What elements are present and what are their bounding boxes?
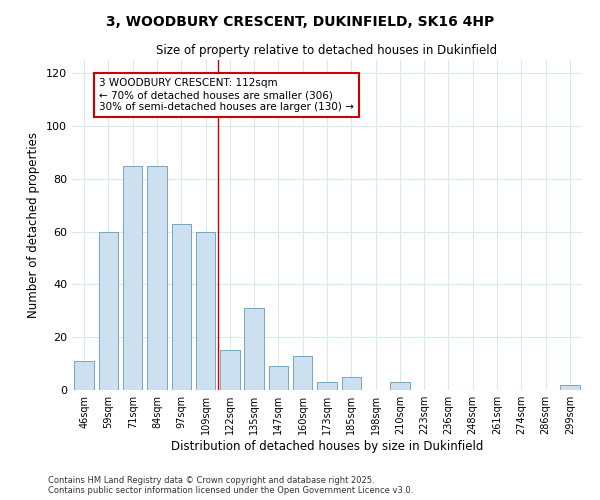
Text: Contains HM Land Registry data © Crown copyright and database right 2025.
Contai: Contains HM Land Registry data © Crown c… [48, 476, 413, 495]
Bar [99, 232, 118, 390]
Y-axis label: Number of detached properties: Number of detached properties [28, 132, 40, 318]
Bar [390, 382, 410, 390]
Bar [317, 382, 337, 390]
Bar [244, 308, 264, 390]
Bar [560, 384, 580, 390]
Bar [196, 232, 215, 390]
Bar [293, 356, 313, 390]
Text: 3 WOODBURY CRESCENT: 112sqm
← 70% of detached houses are smaller (306)
30% of se: 3 WOODBURY CRESCENT: 112sqm ← 70% of det… [99, 78, 354, 112]
Bar [74, 361, 94, 390]
X-axis label: Distribution of detached houses by size in Dukinfield: Distribution of detached houses by size … [171, 440, 483, 453]
Title: Size of property relative to detached houses in Dukinfield: Size of property relative to detached ho… [157, 44, 497, 58]
Bar [123, 166, 142, 390]
Bar [172, 224, 191, 390]
Bar [147, 166, 167, 390]
Bar [220, 350, 239, 390]
Text: 3, WOODBURY CRESCENT, DUKINFIELD, SK16 4HP: 3, WOODBURY CRESCENT, DUKINFIELD, SK16 4… [106, 15, 494, 29]
Bar [341, 377, 361, 390]
Bar [269, 366, 288, 390]
